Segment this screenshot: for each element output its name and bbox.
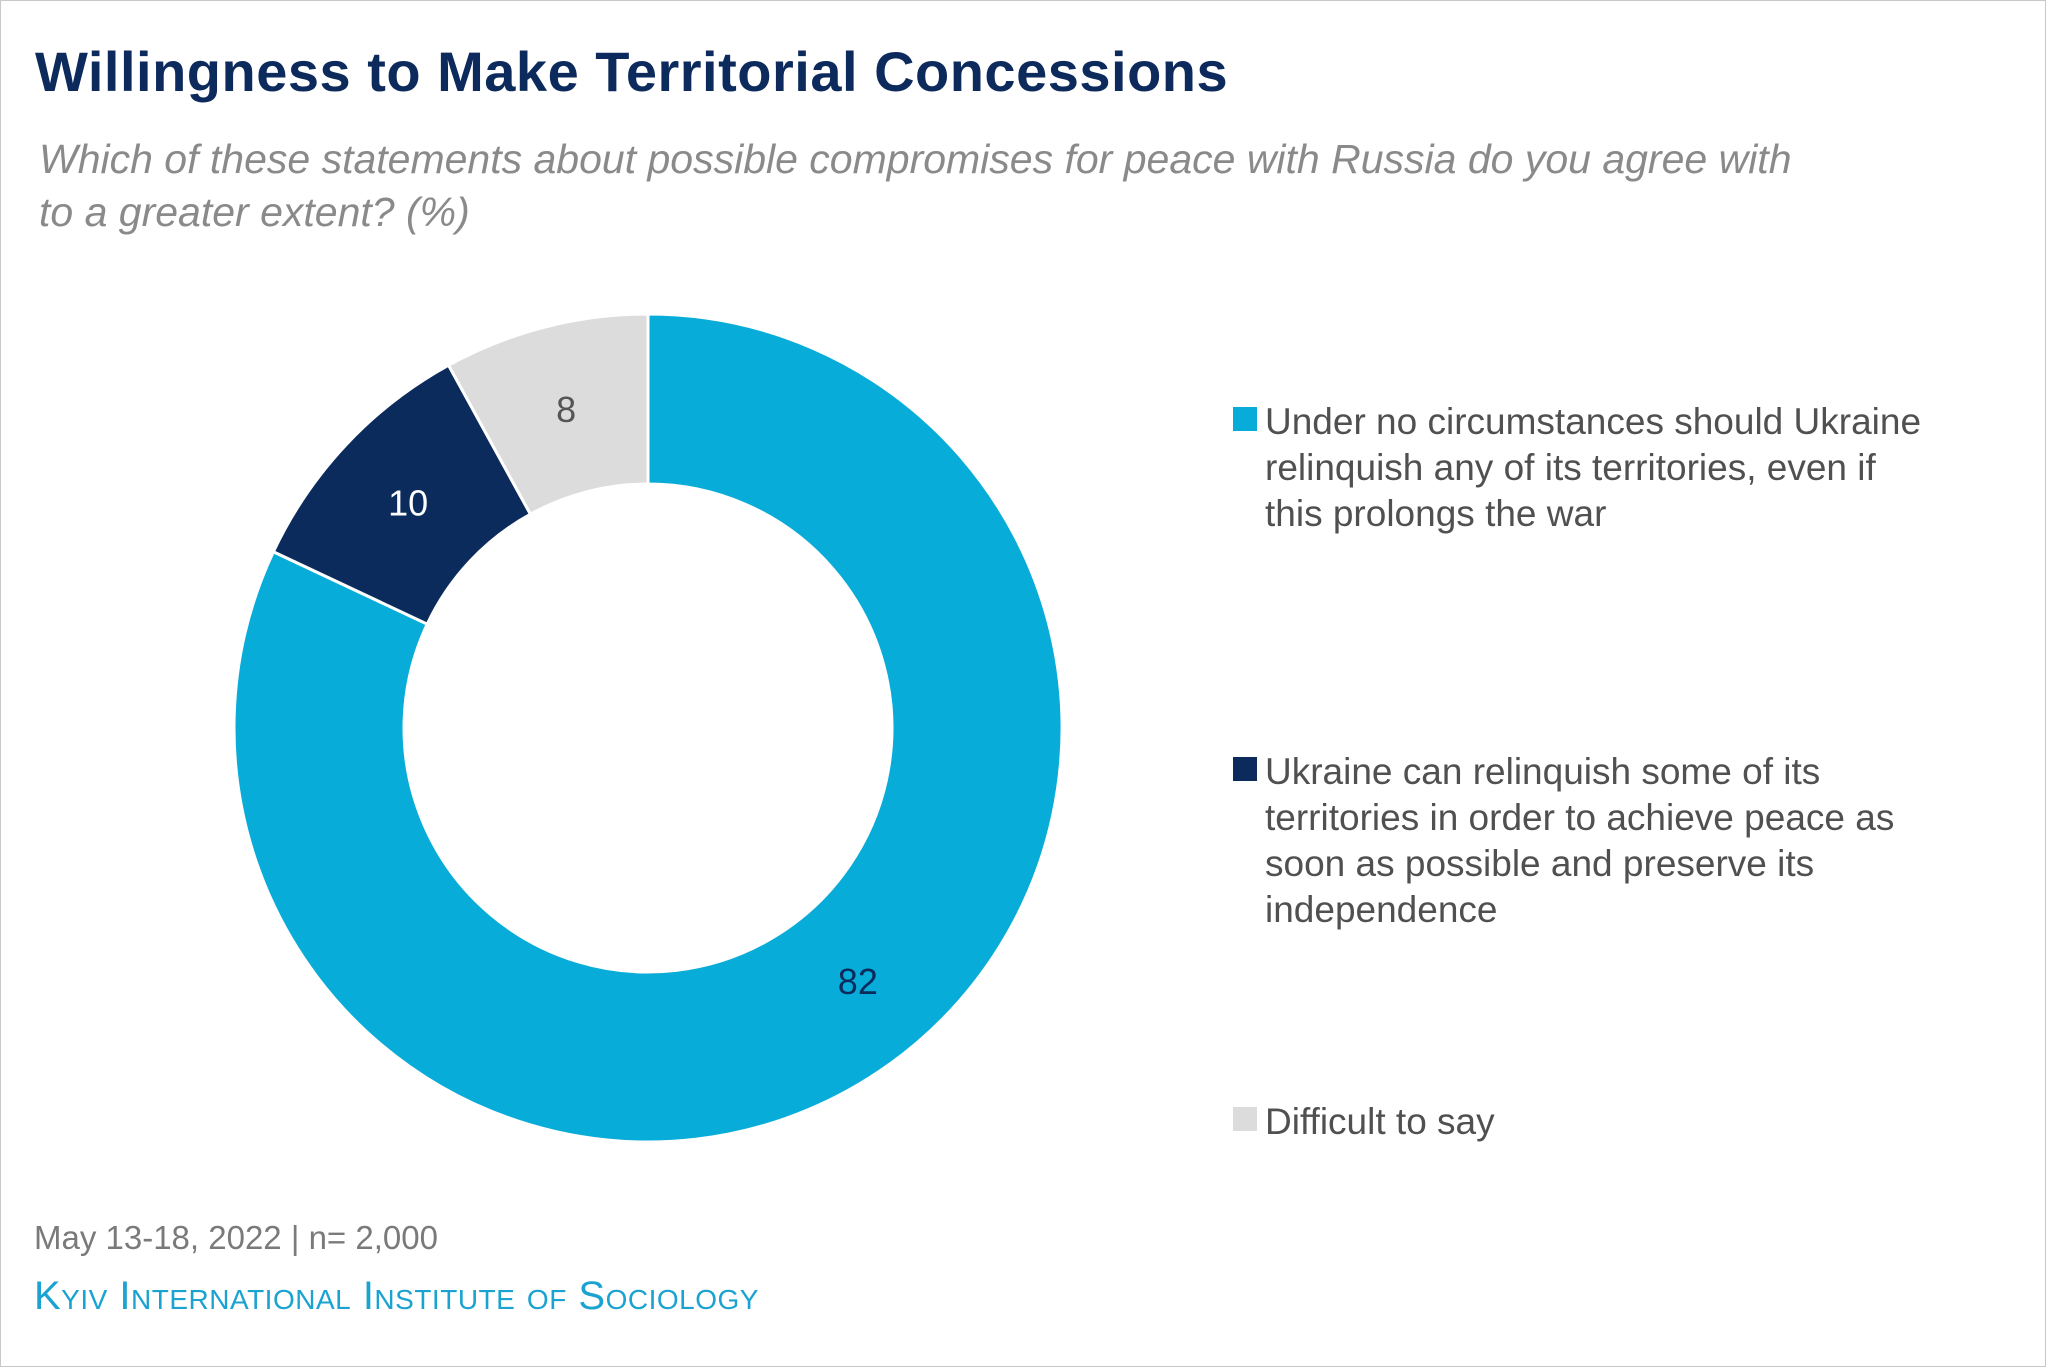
donut-slice-3: [446, 312, 650, 517]
donut-chart: 82 10 8: [232, 312, 1064, 1144]
legend-label-3: Difficult to say: [1265, 1101, 1495, 1142]
donut-slice-1: [232, 312, 1064, 1144]
legend-swatch-1: [1233, 407, 1257, 431]
legend-label-2: Ukraine can relinquish some of its terri…: [1265, 751, 1895, 930]
legend-label-1: Under no circumstances should Ukraine re…: [1265, 401, 1922, 534]
data-label-3: 8: [556, 389, 576, 430]
chart-subtitle: Which of these statements about possible…: [39, 136, 1792, 235]
organization-name: Kyiv International Institute of Sociolog…: [34, 1274, 759, 1318]
legend-swatch-3: [1233, 1107, 1257, 1131]
data-label-1: 82: [838, 961, 878, 1002]
survey-date-sample: May 13-18, 2022 | n= 2,000: [34, 1219, 438, 1256]
data-label-2: 10: [388, 482, 428, 523]
chart-title: Willingness to Make Territorial Concessi…: [35, 40, 1229, 103]
legend-swatch-2: [1233, 757, 1257, 781]
